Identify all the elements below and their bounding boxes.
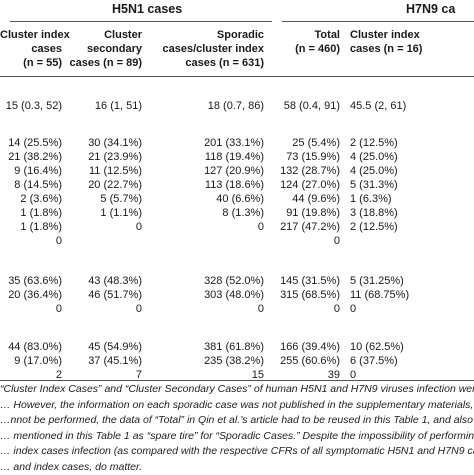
table-bottom-rule: [0, 380, 474, 381]
table-cell: 381 (61.8%): [150, 340, 264, 354]
table-cell: 0: [350, 302, 474, 316]
table-cell: 11 (68.75%): [350, 288, 474, 302]
table-cell: 45 (54.9%): [68, 340, 142, 354]
table-cell: 201 (33.1%): [150, 136, 264, 150]
table-cell: 217 (47.2%): [270, 220, 340, 234]
header-bottom-rule: [0, 76, 474, 77]
table-cell: 2 (3.6%): [0, 192, 62, 206]
table-cell: 73 (15.9%): [270, 150, 340, 164]
table-cell: 166 (39.4%): [270, 340, 340, 354]
table-cell: 11 (12.5%): [68, 164, 142, 178]
table-cell: 44 (83.0%): [0, 340, 62, 354]
table-cell: 21 (38.2%): [0, 150, 62, 164]
table-cell: 2 (12.5%): [350, 136, 474, 150]
table-cell: 0: [150, 220, 264, 234]
table-cell: 255 (60.6%): [270, 354, 340, 368]
table-cell: 124 (27.0%): [270, 178, 340, 192]
column-header-cluster-index-h5n1: Cluster index cases (n = 55): [0, 28, 62, 70]
table-cell: 328 (52.0%): [150, 274, 264, 288]
table-cell: 16 (1, 51): [68, 99, 142, 113]
table-cell: 15 (0.3, 52): [0, 99, 62, 113]
table-cell: 0: [0, 234, 62, 248]
table-cell: 2 (12.5%): [350, 220, 474, 234]
column-header-sporadic: Sporadic cases/cluster index cases (n = …: [150, 28, 264, 70]
column-header-cluster-secondary: Cluster secondary cases (n = 89): [68, 28, 142, 70]
table-footnote: “Cluster Index Cases” and “Cluster Secon…: [0, 382, 474, 475]
table-cell: 303 (48.0%): [150, 288, 264, 302]
table-cell: 1 (1.8%): [0, 206, 62, 220]
footnote-line: …nnot be performed, the data of “Total” …: [0, 413, 474, 429]
table-cell: 91 (19.8%): [270, 206, 340, 220]
table-cell: 1 (1.1%): [68, 206, 142, 220]
table-cell: 44 (9.6%): [270, 192, 340, 206]
table-cell: 235 (38.2%): [150, 354, 264, 368]
table-cell: 0: [68, 220, 142, 234]
footnote-line: … index cases infection (as compared wit…: [0, 444, 474, 460]
table-cell: 5 (31.25%): [350, 274, 474, 288]
group-heading-h7n9: H7N9 ca: [406, 2, 455, 16]
table-cell: 18 (0.7, 86): [150, 99, 264, 113]
table-cell: 145 (31.5%): [270, 274, 340, 288]
table-cell: 20 (22.7%): [68, 178, 142, 192]
table-cell: 315 (68.5%): [270, 288, 340, 302]
table-cell: 6 (37.5%): [350, 354, 474, 368]
table-cell: 20 (36.4%): [0, 288, 62, 302]
table-cell: 30 (34.1%): [68, 136, 142, 150]
column-header-total: Total (n = 460): [270, 28, 340, 56]
group-rule-h7n9: [282, 21, 474, 22]
table-cell: 25 (5.4%): [270, 136, 340, 150]
group-rule-h5n1: [10, 21, 272, 22]
group-heading-h5n1: H5N1 cases: [112, 2, 182, 16]
table-cell: 3 (18.8%): [350, 206, 474, 220]
table-cell: 58 (0.4, 91): [270, 99, 340, 113]
table-cell: 5 (31.3%): [350, 178, 474, 192]
table-cell: 9 (16.4%): [0, 164, 62, 178]
table-cell: 0: [270, 234, 340, 248]
table-cell: 4 (25.0%): [350, 164, 474, 178]
table-cell: 8 (1.3%): [150, 206, 264, 220]
column-header-cluster-index-h7n9: Cluster index cases (n = 16): [350, 28, 474, 56]
table-cell: 37 (45.1%): [68, 354, 142, 368]
footnote-line: … mentioned in this Table 1 as “spare ti…: [0, 429, 474, 445]
table-cell: 14 (25.5%): [0, 136, 62, 150]
table-cell: 1 (6.3%): [350, 192, 474, 206]
table-cell: 132 (28.7%): [270, 164, 340, 178]
table-cell: 0: [150, 302, 264, 316]
table-cell: 45.5 (2, 61): [350, 99, 474, 113]
table-cell: 10 (62.5%): [350, 340, 474, 354]
table-cell: 0: [270, 302, 340, 316]
table-cell: 1 (1.8%): [0, 220, 62, 234]
table-cell: 40 (6.6%): [150, 192, 264, 206]
table-cell: 118 (19.4%): [150, 150, 264, 164]
table-cell: 43 (48.3%): [68, 274, 142, 288]
table-cell: 21 (23.9%): [68, 150, 142, 164]
table-cell: 0: [68, 302, 142, 316]
table-cell: 127 (20.9%): [150, 164, 264, 178]
table-cell: 113 (18.6%): [150, 178, 264, 192]
table-cell: 0: [0, 302, 62, 316]
footnote-line: … and index cases, do matter.: [0, 460, 474, 475]
footnote-line: “Cluster Index Cases” and “Cluster Secon…: [0, 382, 474, 398]
table-cell: 9 (17.0%): [0, 354, 62, 368]
table-cell: 8 (14.5%): [0, 178, 62, 192]
table-cell: 35 (63.6%): [0, 274, 62, 288]
table-cell: 46 (51.7%): [68, 288, 142, 302]
table-cell: 4 (25.0%): [350, 150, 474, 164]
table-cell: 5 (5.7%): [68, 192, 142, 206]
footnote-line: … However, the information on each spora…: [0, 398, 474, 414]
